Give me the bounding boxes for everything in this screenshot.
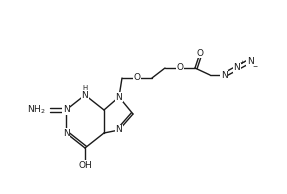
Text: N: N	[234, 63, 241, 73]
Text: N: N	[63, 128, 69, 138]
Text: N: N	[82, 90, 88, 100]
Text: +: +	[239, 61, 245, 66]
Text: H: H	[82, 85, 88, 91]
Text: O: O	[197, 48, 203, 57]
Text: N: N	[116, 126, 122, 134]
Text: NH$_2$: NH$_2$	[27, 104, 45, 116]
Text: O: O	[177, 63, 183, 73]
Text: OH: OH	[78, 160, 92, 170]
Text: N: N	[63, 106, 69, 114]
Text: −: −	[252, 63, 258, 68]
Text: N: N	[247, 56, 253, 66]
Text: N: N	[221, 70, 227, 80]
Text: O: O	[133, 74, 141, 82]
Text: N: N	[116, 93, 122, 101]
